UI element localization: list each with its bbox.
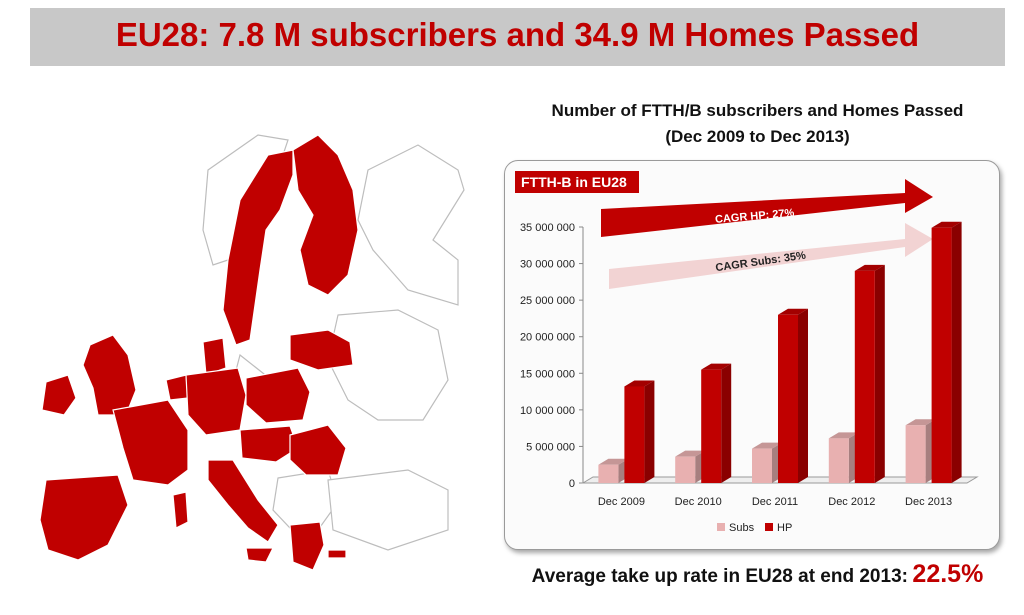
country-cyprus bbox=[327, 549, 347, 559]
bars bbox=[598, 221, 962, 483]
y-tick-label: 25 000 000 bbox=[520, 295, 575, 307]
x-tick-label: Dec 2009 bbox=[598, 496, 645, 508]
bar-hp-2 bbox=[778, 308, 808, 483]
x-axis: Dec 2009 Dec 2010 Dec 2011 Dec 2012 Dec 2013 bbox=[598, 496, 952, 508]
bar-front bbox=[854, 270, 875, 483]
bar-subs-3 bbox=[828, 432, 859, 483]
cagr-subs-label: CAGR Subs: 35% bbox=[715, 250, 807, 275]
country-ireland bbox=[41, 374, 77, 416]
bar-top bbox=[931, 221, 962, 228]
country-sicily bbox=[245, 547, 274, 563]
country-finland bbox=[292, 134, 359, 296]
y-tick-label: 5 000 000 bbox=[526, 441, 575, 453]
bar-subs-4 bbox=[905, 419, 936, 483]
y-tick-label: 30 000 000 bbox=[520, 259, 575, 271]
chart-panel: FTTH-B in EU28 CAGR HP: 27% CAGR Subs: 3… bbox=[504, 160, 1000, 550]
bar-top bbox=[624, 380, 655, 387]
y-tick-label: 20 000 000 bbox=[520, 332, 575, 344]
bar-subs-0 bbox=[598, 458, 629, 483]
eu28-countries bbox=[39, 134, 359, 571]
country-sweden bbox=[222, 149, 294, 346]
country-russia-north bbox=[357, 144, 465, 306]
chart-title: FTTH-B in EU28 bbox=[521, 174, 627, 190]
country-italy bbox=[207, 459, 279, 543]
bar-top bbox=[828, 432, 859, 439]
x-tick-label: Dec 2011 bbox=[752, 496, 798, 508]
bar-front bbox=[624, 386, 645, 483]
chart-title-box bbox=[515, 171, 639, 193]
country-baltics bbox=[289, 329, 354, 371]
bar-side bbox=[798, 308, 808, 483]
bar-hp-3 bbox=[854, 264, 885, 483]
bar-chart: FTTH-B in EU28 CAGR HP: 27% CAGR Subs: 3… bbox=[515, 171, 979, 534]
bar-top bbox=[701, 363, 732, 370]
non-eu-countries bbox=[202, 134, 465, 551]
bar-hp-1 bbox=[701, 363, 732, 483]
y-tick-label: 35 000 000 bbox=[520, 222, 575, 234]
cagr-subs-arrow bbox=[609, 223, 933, 289]
country-greece bbox=[289, 521, 325, 571]
chart-heading-line2: (Dec 2009 to Dec 2013) bbox=[665, 127, 850, 146]
legend-swatch-hp bbox=[765, 523, 773, 531]
title-banner: EU28: 7.8 M subscribers and 34.9 M Homes… bbox=[30, 8, 1005, 66]
country-turkey bbox=[327, 469, 449, 551]
country-romania bbox=[289, 424, 347, 476]
bar-side bbox=[951, 221, 962, 483]
x-tick-label: Dec 2012 bbox=[828, 496, 875, 508]
country-benelux bbox=[165, 374, 189, 401]
takeup-label: Average take up rate in EU28 at end 2013… bbox=[531, 566, 908, 587]
country-uk bbox=[82, 334, 137, 416]
country-germany bbox=[185, 367, 247, 436]
cagr-hp-arrow bbox=[601, 179, 933, 237]
country-ukraine-belarus bbox=[327, 309, 449, 421]
legend: Subs HP bbox=[717, 522, 792, 534]
legend-label-subs: Subs bbox=[729, 522, 755, 534]
bar-front bbox=[828, 438, 849, 483]
takeup-rate: Average take up rate in EU28 at end 2013… bbox=[505, 560, 1010, 589]
bar-front bbox=[931, 227, 952, 483]
bar-front bbox=[701, 369, 722, 483]
bar-hp-0 bbox=[624, 380, 655, 483]
bar-front bbox=[778, 314, 798, 483]
x-tick-label: Dec 2010 bbox=[675, 496, 722, 508]
bar-front bbox=[905, 425, 926, 483]
takeup-value: 22.5% bbox=[912, 560, 984, 588]
bar-top bbox=[778, 308, 808, 315]
chart-heading-line1: Number of FTTH/B subscribers and Homes P… bbox=[551, 101, 964, 120]
bar-top bbox=[854, 264, 885, 271]
bar-front bbox=[752, 448, 772, 483]
y-tick-label: 15 000 000 bbox=[520, 368, 575, 380]
y-tick-label: 0 bbox=[569, 478, 575, 490]
country-france bbox=[112, 399, 189, 486]
page-title: EU28: 7.8 M subscribers and 34.9 M Homes… bbox=[115, 16, 920, 53]
bar-top bbox=[598, 458, 629, 465]
country-poland bbox=[245, 367, 311, 424]
bar-front bbox=[675, 456, 696, 483]
bar-hp-4 bbox=[931, 221, 962, 483]
legend-label-hp: HP bbox=[777, 522, 792, 534]
country-sardinia bbox=[172, 491, 189, 529]
x-tick-label: Dec 2013 bbox=[905, 496, 952, 508]
y-tick-label: 10 000 000 bbox=[520, 405, 575, 417]
country-balkans bbox=[272, 469, 339, 531]
bar-side bbox=[874, 264, 885, 483]
bar-side bbox=[721, 363, 732, 483]
bar-top bbox=[905, 419, 936, 426]
bar-top bbox=[752, 442, 782, 449]
bar-subs-1 bbox=[675, 450, 706, 483]
y-axis: 0 5 000 000 10 000 000 15 000 000 20 000 000… bbox=[520, 222, 584, 490]
bar-top bbox=[675, 450, 706, 457]
europe-map bbox=[39, 134, 465, 571]
country-central-eu bbox=[239, 425, 299, 463]
chart-heading: Number of FTTH/B subscribers and Homes P… bbox=[505, 98, 1010, 150]
country-denmark bbox=[202, 337, 227, 376]
legend-swatch-subs bbox=[717, 523, 725, 531]
bar-side bbox=[644, 380, 655, 483]
country-iberia bbox=[39, 474, 129, 561]
bar-subs-2 bbox=[752, 442, 782, 483]
bar-front bbox=[598, 464, 619, 483]
